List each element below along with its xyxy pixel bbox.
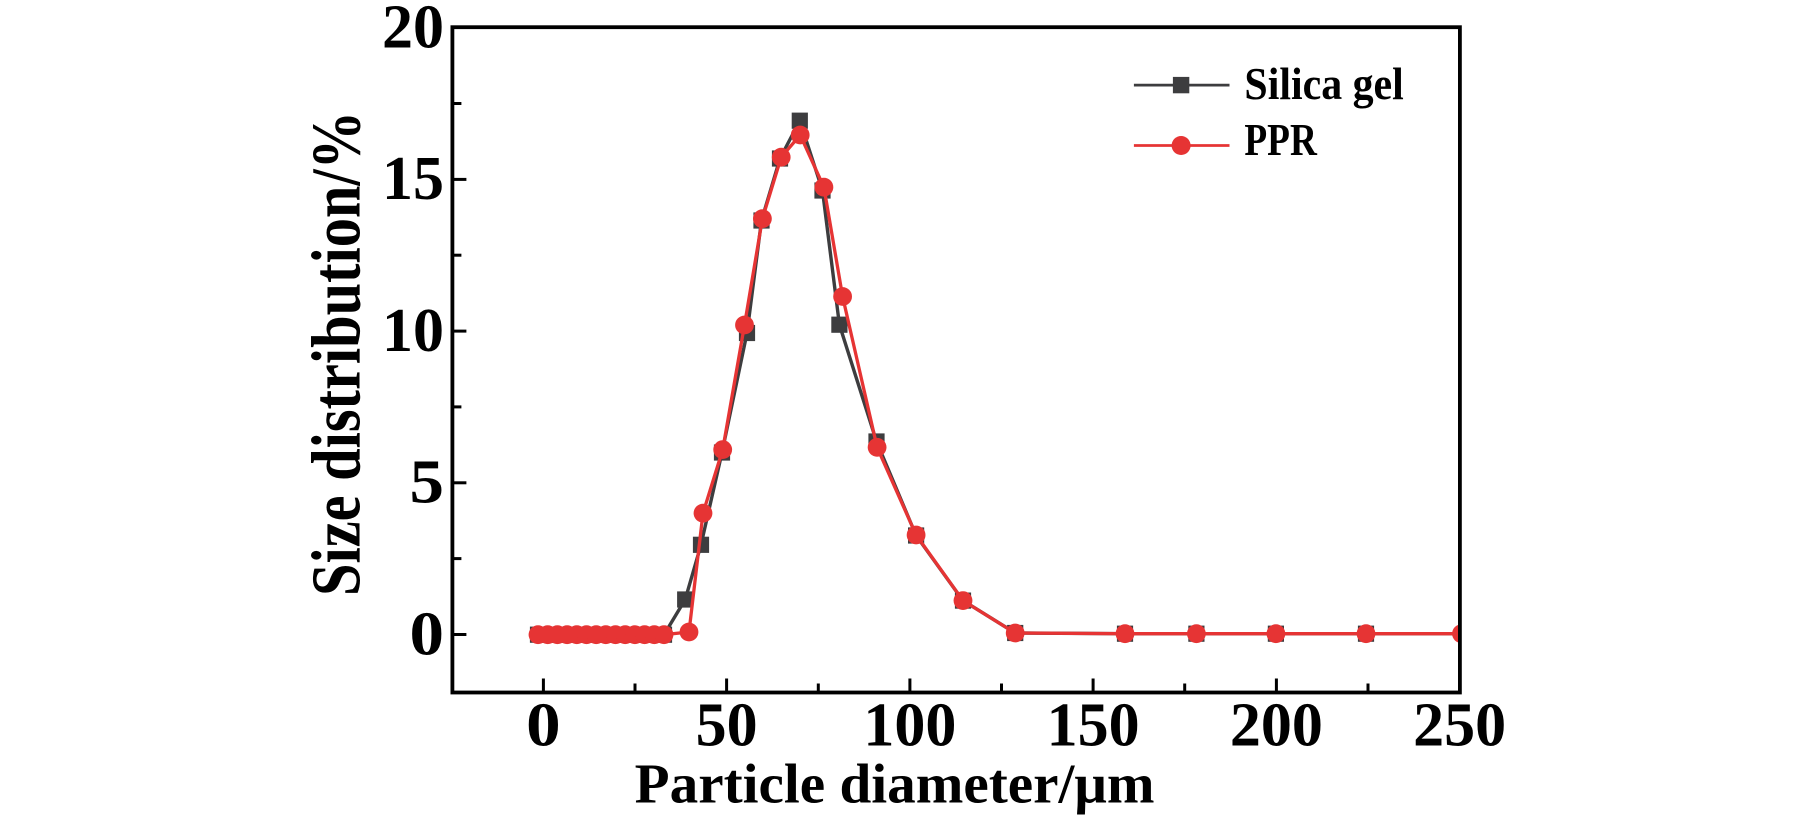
svg-text:PPR: PPR [1244, 114, 1317, 165]
svg-text:0: 0 [526, 691, 561, 759]
svg-text:Size distribution/%: Size distribution/% [298, 111, 375, 596]
svg-text:15: 15 [382, 145, 444, 213]
svg-text:10: 10 [382, 297, 444, 365]
svg-text:Silica gel: Silica gel [1244, 58, 1403, 109]
svg-text:250: 250 [1413, 691, 1506, 759]
svg-text:20: 20 [382, 0, 444, 62]
svg-text:150: 150 [1047, 691, 1140, 759]
svg-text:Particle diameter/μm: Particle diameter/μm [635, 754, 1155, 816]
svg-text:5: 5 [410, 449, 445, 517]
svg-text:200: 200 [1230, 691, 1323, 759]
svg-text:50: 50 [696, 691, 758, 759]
svg-text:0: 0 [410, 600, 445, 668]
svg-text:100: 100 [863, 691, 956, 759]
